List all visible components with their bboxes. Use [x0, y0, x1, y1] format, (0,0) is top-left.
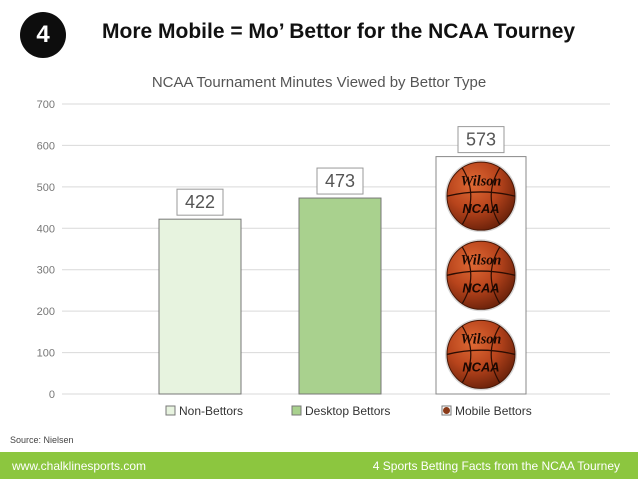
- y-tick-label: 700: [37, 99, 55, 111]
- ball-brand-text: Wilson: [461, 252, 502, 268]
- y-tick-label: 400: [37, 223, 55, 235]
- bar-non-bettors: [158, 218, 242, 395]
- data-label: 422: [176, 188, 224, 216]
- basketball-icon: Wilson NCAA: [445, 239, 517, 312]
- legend-swatch: [165, 405, 176, 416]
- ball-league-text: NCAA: [462, 280, 499, 295]
- svg-text:573: 573: [466, 130, 496, 150]
- bar-mobile-bettors: Wilson NCAA Wilson NCAA Wilson NCAA: [435, 156, 527, 395]
- legend-label: Non-Bettors: [179, 404, 243, 418]
- bar-desktop-bettors: [298, 197, 382, 395]
- legend-label: Mobile Bettors: [455, 404, 532, 418]
- footer-bar: www.chalklinesports.com 4 Sports Betting…: [0, 452, 638, 479]
- chart-title: NCAA Tournament Minutes Viewed by Bettor…: [152, 74, 486, 91]
- ball-brand-text: Wilson: [461, 332, 502, 348]
- svg-text:473: 473: [325, 171, 355, 191]
- legend-swatch: [291, 405, 302, 416]
- y-tick-label: 200: [37, 306, 55, 318]
- bar-chart: NCAA Tournament Minutes Viewed by Bettor…: [37, 74, 610, 418]
- legend-item-desktop-bettors: Desktop Bettors: [291, 404, 390, 418]
- basketball-icon: Wilson NCAA: [445, 160, 517, 233]
- basketball-icon: [443, 407, 450, 414]
- basketball-icon: Wilson NCAA: [445, 318, 517, 391]
- source-note: Source: Nielsen: [10, 435, 74, 445]
- ball-league-text: NCAA: [462, 359, 499, 374]
- slide-number-badge: 4: [20, 12, 66, 58]
- ball-brand-text: Wilson: [461, 173, 502, 189]
- y-tick-label: 600: [37, 140, 55, 152]
- data-label: 473: [316, 167, 364, 195]
- y-tick-label: 100: [37, 348, 55, 360]
- y-tick-label: 300: [37, 265, 55, 277]
- y-tick-label: 500: [37, 182, 55, 194]
- ball-league-text: NCAA: [462, 201, 499, 216]
- legend-label: Desktop Bettors: [305, 404, 390, 418]
- svg-text:422: 422: [185, 192, 215, 212]
- legend-item-mobile-bettors: Mobile Bettors: [441, 404, 532, 418]
- footer-caption: 4 Sports Betting Facts from the NCAA Tou…: [372, 458, 620, 473]
- slide-headline: More Mobile = Mo’ Bettor for the NCAA To…: [102, 20, 576, 43]
- data-label: 573: [457, 126, 505, 154]
- y-tick-label: 0: [49, 389, 55, 401]
- legend-item-non-bettors: Non-Bettors: [165, 404, 243, 418]
- footer-url[interactable]: www.chalklinesports.com: [12, 458, 147, 473]
